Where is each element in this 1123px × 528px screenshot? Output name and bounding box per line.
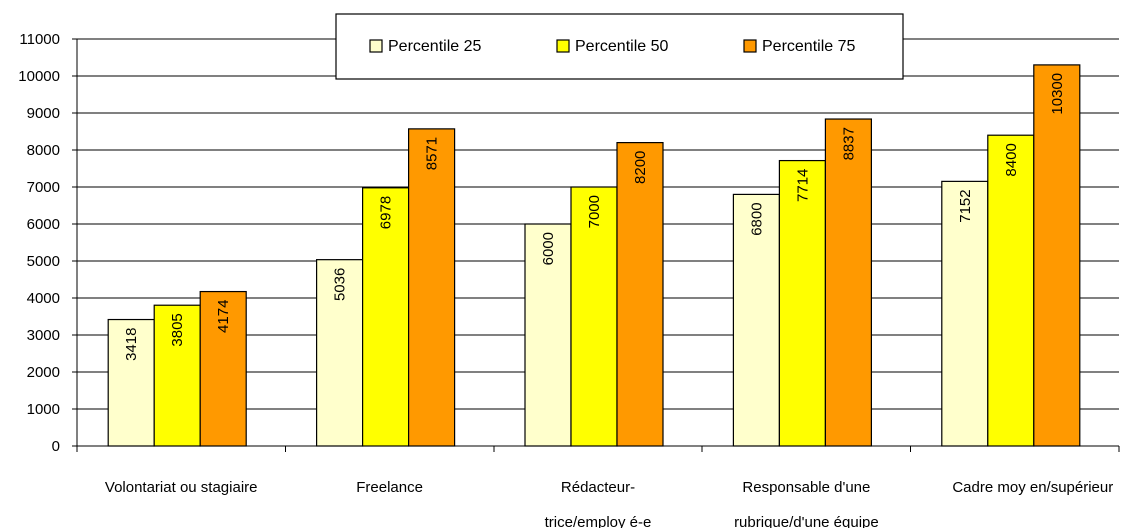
x-axis: Volontariat ou stagiaire Freelance Rédacte… (76, 445, 1120, 528)
data-label: 7152 (957, 189, 974, 222)
bar (732, 193, 781, 447)
y-tick-label: 2000 (27, 364, 60, 381)
bar (316, 259, 364, 447)
y-tick-label: 0 (52, 438, 60, 455)
bar (616, 142, 664, 447)
legend-label: Percentile 25 (388, 38, 481, 55)
legend-swatch (369, 39, 383, 53)
y-tick-label: 4000 (27, 290, 60, 307)
bars: 3418 3805 4174 5036 6978 8571 6000 7000 8200 6800… (107, 64, 1081, 447)
data-label: 6000 (540, 232, 557, 265)
legend-label: Percentile 50 (575, 38, 668, 55)
x-category-label: Responsable d'une (742, 479, 870, 496)
bar (524, 223, 572, 447)
bar (941, 180, 989, 447)
y-tick-label: 6000 (27, 216, 60, 233)
legend-swatch (556, 39, 570, 53)
data-label: 8200 (632, 151, 649, 184)
legend-label: Percentile 75 (762, 38, 855, 55)
data-label: 8571 (424, 137, 441, 170)
y-tick-label: 10000 (18, 68, 60, 85)
data-label: 8400 (1003, 143, 1020, 176)
data-label: 3805 (169, 313, 186, 346)
y-tick-label: 5000 (27, 253, 60, 270)
y-tick-label: 3000 (27, 327, 60, 344)
bar (408, 128, 456, 447)
data-label: 6800 (748, 202, 765, 235)
x-category-label: Volontariat ou stagiaire (105, 479, 258, 496)
x-category-label: Cadre moy en/supérieur (952, 479, 1113, 496)
legend: Percentile 25 Percentile 50 Percentile 75 (335, 13, 904, 80)
data-label: 7000 (586, 195, 603, 228)
bar (570, 186, 618, 447)
x-category-label: rubrique/d'une équipe (734, 514, 879, 528)
data-label: 4174 (215, 300, 232, 333)
legend-box (335, 13, 904, 80)
data-label: 3418 (123, 328, 140, 361)
data-label: 10300 (1049, 73, 1066, 115)
data-label: 8837 (840, 127, 857, 160)
y-tick-label: 11000 (19, 31, 60, 48)
bar (824, 118, 873, 447)
y-tick-label: 8000 (27, 142, 60, 159)
data-label: 6978 (378, 196, 395, 229)
x-category-label: Rédacteur- (561, 479, 635, 496)
legend-swatch (743, 39, 757, 53)
y-tick-label: 7000 (27, 179, 60, 196)
bar (107, 318, 155, 447)
data-label: 5036 (332, 268, 349, 301)
x-category-label: trice/employ é-e (545, 514, 652, 528)
x-category-label: Freelance (356, 479, 423, 496)
y-axis: 0 1000 2000 3000 4000 5000 6000 7000 8000 9000 100… (18, 31, 78, 455)
data-label: 7714 (794, 169, 811, 202)
y-tick-label: 1000 (27, 401, 60, 418)
bar (1033, 64, 1081, 447)
y-tick-label: 9000 (27, 105, 60, 122)
bar (987, 134, 1035, 447)
bar (778, 159, 827, 447)
